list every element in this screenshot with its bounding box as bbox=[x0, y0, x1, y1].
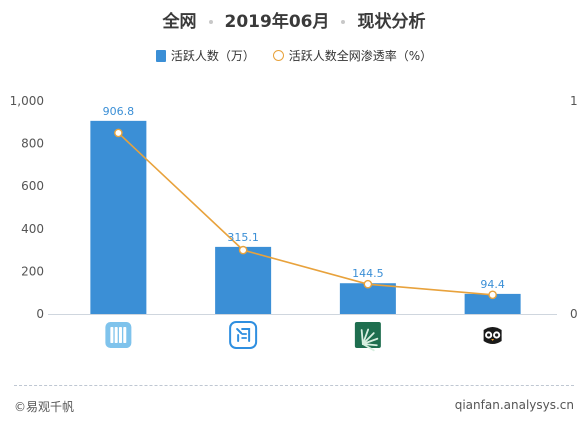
y-left-tick-label: 200 bbox=[21, 264, 44, 278]
legend-bar-label: 活跃人数（万） bbox=[170, 49, 255, 63]
bar-value-label: 94.4 bbox=[480, 278, 505, 291]
bar-2 bbox=[215, 246, 272, 314]
grid-app-icon bbox=[105, 322, 132, 348]
chart-plot-area: 0 200 400 600 800 1,000 0 1 906.8 315.1 144.5 94.4 bbox=[10, 94, 578, 352]
bar-value-label: 906.8 bbox=[103, 105, 135, 118]
bar-1 bbox=[90, 120, 147, 315]
title-separator-dot bbox=[341, 20, 346, 24]
y-left-tick-label: 600 bbox=[21, 179, 44, 193]
footer-divider bbox=[14, 385, 574, 386]
title-period: 2019年06月 bbox=[224, 12, 330, 32]
chart-legend: 活跃人数（万） 活跃人数全网渗透率（%） bbox=[0, 47, 588, 64]
legend-line-swatch bbox=[272, 50, 284, 61]
footer-source: ©易观千帆 bbox=[14, 400, 75, 414]
y-left-tick-label: 800 bbox=[21, 137, 44, 151]
text-app-icon bbox=[229, 321, 258, 349]
legend-bar-swatch bbox=[155, 50, 166, 62]
y-left-tick-label: 400 bbox=[21, 222, 44, 236]
legend-item-line: 活跃人数全网渗透率（%） bbox=[272, 47, 433, 64]
legend-line-label: 活跃人数全网渗透率（%） bbox=[288, 49, 433, 63]
bar-4 bbox=[464, 293, 521, 314]
owl-app-icon bbox=[479, 322, 506, 348]
line-point-1 bbox=[114, 128, 123, 138]
bar-value-label: 315.1 bbox=[227, 231, 259, 244]
title-separator-dot bbox=[208, 20, 213, 24]
title-subject: 现状分析 bbox=[357, 12, 426, 32]
bar-value-label: 144.5 bbox=[352, 267, 384, 280]
footer-url: qianfan.analysys.cn bbox=[454, 398, 574, 412]
line-point-4 bbox=[488, 290, 497, 300]
legend-item-bar: 活跃人数（万） bbox=[155, 47, 255, 64]
title-scope: 全网 bbox=[162, 12, 197, 32]
y-left-tick-label: 1,000 bbox=[10, 94, 44, 108]
y-right-tick-label: 0 bbox=[570, 307, 578, 321]
chart-title: 全网 2019年06月 现状分析 bbox=[0, 7, 588, 32]
y-right-tick-label: 1 bbox=[570, 94, 578, 108]
line-series-penetration bbox=[117, 132, 493, 296]
leaf-app-icon bbox=[354, 322, 381, 352]
line-point-2 bbox=[238, 245, 248, 255]
line-point-3 bbox=[363, 279, 373, 289]
y-left-tick-label: 0 bbox=[36, 307, 44, 321]
